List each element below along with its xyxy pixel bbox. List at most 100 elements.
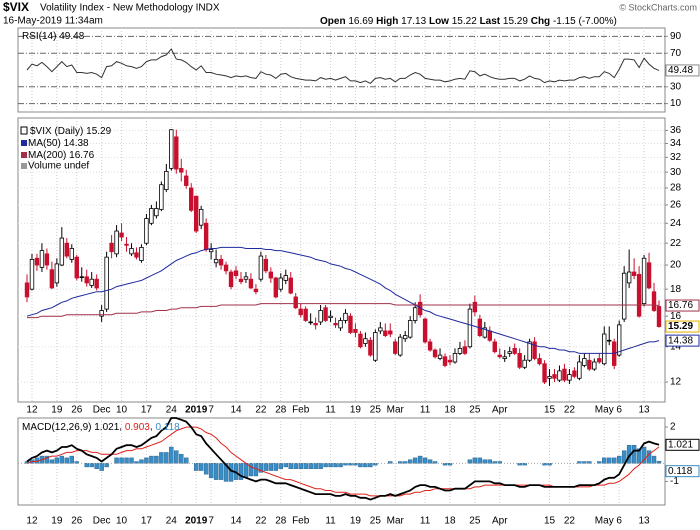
candle-body bbox=[452, 352, 458, 363]
x-tick-label: 25 bbox=[370, 516, 382, 527]
candle-body bbox=[283, 275, 288, 281]
x-tick-label: 22 bbox=[564, 516, 576, 527]
candle-body bbox=[218, 258, 224, 266]
legend-name: MACD(12,26,9) bbox=[22, 422, 91, 433]
price-legend: $VIX (Daily) 15.29 bbox=[30, 126, 112, 137]
candle-body bbox=[537, 358, 542, 365]
candle-body bbox=[607, 339, 612, 342]
histogram-bar bbox=[597, 461, 602, 464]
histogram-bar bbox=[268, 463, 274, 471]
x-tick-label: 13 bbox=[639, 516, 651, 527]
x-tick-label: 25 bbox=[370, 405, 382, 416]
histogram-bar bbox=[218, 463, 224, 480]
histogram-bar bbox=[293, 463, 298, 469]
histogram-bar bbox=[338, 463, 343, 468]
candle-body bbox=[641, 257, 647, 305]
histogram-bar bbox=[74, 461, 79, 464]
histogram-bar bbox=[587, 461, 592, 464]
candle-body bbox=[378, 327, 383, 332]
marks: 121219192626DecDec1010171724242019201977… bbox=[18, 28, 700, 527]
x-tick-label: 18 bbox=[444, 516, 456, 527]
candle-body bbox=[54, 263, 60, 284]
legend-swatch bbox=[21, 152, 27, 158]
y-tick-label: 14 bbox=[670, 341, 682, 352]
histogram-bar bbox=[333, 463, 338, 468]
value-box bbox=[665, 465, 700, 478]
candle-body bbox=[517, 352, 522, 368]
candle-body bbox=[616, 324, 622, 356]
candle-body bbox=[129, 248, 134, 255]
volume-legend: Volume undef bbox=[28, 161, 89, 172]
candle-body bbox=[636, 273, 642, 317]
x-tick-label: 25 bbox=[469, 405, 481, 416]
candle-body bbox=[422, 318, 428, 343]
histogram-bar bbox=[184, 457, 189, 464]
histogram-bar bbox=[467, 459, 473, 464]
candle-body bbox=[313, 323, 318, 326]
x-tick-label: 17 bbox=[141, 405, 153, 416]
histogram-bar bbox=[154, 455, 159, 464]
candle-body bbox=[44, 253, 50, 266]
legend-name: $VIX (Daily) bbox=[30, 126, 83, 137]
candle-body bbox=[457, 347, 463, 354]
candle-body bbox=[552, 374, 557, 379]
histogram-bar bbox=[228, 463, 234, 482]
y-tick-label: -1 bbox=[670, 476, 679, 487]
candle-body bbox=[303, 308, 308, 321]
candle-body bbox=[353, 329, 358, 333]
legend-value: 0.903 bbox=[125, 422, 150, 433]
line bbox=[26, 246, 660, 354]
value-box bbox=[665, 299, 700, 312]
candle-body bbox=[119, 232, 124, 238]
candle-body bbox=[368, 339, 373, 356]
histogram-bar bbox=[472, 457, 478, 464]
histogram-bar bbox=[208, 463, 214, 479]
candle-body bbox=[208, 249, 214, 253]
candle-body bbox=[79, 276, 84, 278]
histogram-bar bbox=[134, 461, 139, 464]
value-label: 49.48 bbox=[668, 65, 693, 76]
candle-body bbox=[268, 271, 274, 279]
legend-value: 0.118 bbox=[155, 422, 180, 433]
x-tick-label: 22 bbox=[255, 516, 267, 527]
high-value: 17.13 bbox=[401, 16, 426, 27]
candle-body bbox=[522, 359, 527, 368]
candle-body bbox=[512, 347, 517, 354]
value-label: 15.29 bbox=[668, 321, 693, 332]
candle-body bbox=[253, 288, 259, 293]
candle-body bbox=[278, 277, 283, 290]
candle-body bbox=[437, 354, 443, 359]
histogram-bar bbox=[44, 455, 50, 464]
histogram-bar bbox=[407, 459, 413, 464]
histogram-bar bbox=[149, 455, 154, 464]
candle-body bbox=[203, 222, 209, 250]
candle-body bbox=[557, 370, 562, 381]
candle-body bbox=[577, 361, 582, 379]
candle-body bbox=[89, 278, 94, 286]
candle-body bbox=[109, 242, 114, 253]
field: Low bbox=[429, 16, 449, 27]
candle-body bbox=[547, 376, 552, 379]
histogram-bar bbox=[582, 461, 587, 464]
x-tick-label: 11 bbox=[325, 516, 336, 527]
candle-body bbox=[64, 242, 70, 257]
histogram-bar bbox=[193, 463, 199, 471]
candle-body bbox=[154, 208, 159, 217]
histogram-bar bbox=[278, 463, 283, 469]
candle-body bbox=[482, 327, 488, 338]
histogram-bar bbox=[258, 463, 264, 473]
candle-body bbox=[497, 354, 502, 358]
date: 16-May-2019 11:34am bbox=[3, 16, 103, 27]
x-tick-label: 15 bbox=[544, 516, 556, 527]
candle-body bbox=[159, 184, 164, 210]
legend-name: MA(50) bbox=[28, 138, 61, 149]
candle-body bbox=[527, 341, 532, 361]
legend-swatch bbox=[21, 140, 27, 146]
candle-body bbox=[94, 278, 99, 289]
candle-body bbox=[532, 341, 537, 359]
histogram-bar bbox=[363, 463, 368, 468]
x-tick-label: 7 bbox=[208, 516, 214, 527]
histogram-bar bbox=[612, 457, 617, 464]
x-tick-label: 18 bbox=[444, 405, 456, 416]
